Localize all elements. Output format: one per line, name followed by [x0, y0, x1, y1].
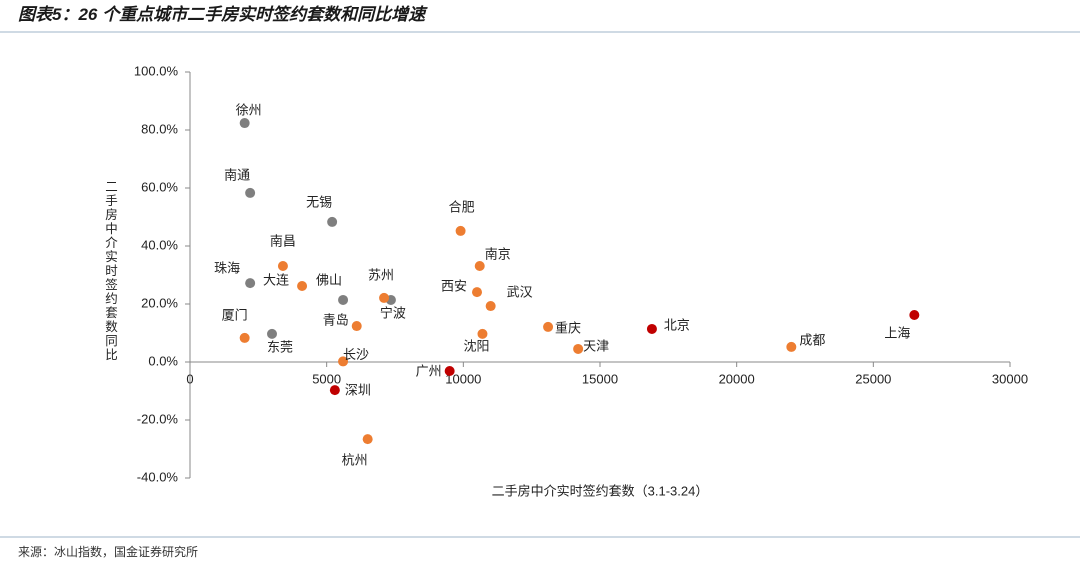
point — [455, 225, 466, 236]
point — [329, 385, 340, 396]
point — [239, 332, 250, 343]
point-label: 徐州 — [236, 102, 262, 117]
point — [379, 292, 390, 303]
x-tick-label: 20000 — [719, 371, 755, 386]
point-label: 杭州 — [342, 453, 368, 468]
point-label: 沈阳 — [463, 338, 489, 353]
point — [277, 261, 288, 272]
point-label: 南昌 — [270, 233, 296, 248]
point — [477, 328, 488, 339]
x-tick-label: 0 — [186, 371, 193, 386]
point — [338, 294, 349, 305]
y-tick-label: 0.0% — [148, 353, 178, 368]
x-tick-label: 25000 — [855, 371, 891, 386]
point — [444, 365, 455, 376]
x-tick-label: 15000 — [582, 371, 618, 386]
point-label: 西安 — [441, 279, 467, 294]
point-label: 厦门 — [222, 307, 248, 322]
point-label: 南通 — [224, 167, 250, 182]
point — [474, 261, 485, 272]
point — [646, 323, 657, 334]
source-note: 来源：冰山指数，国金证券研究所 — [18, 544, 198, 559]
point — [245, 278, 256, 289]
y-tick-label: 20.0% — [141, 295, 178, 310]
point — [909, 310, 920, 321]
point-label: 南京 — [485, 246, 511, 261]
point — [485, 301, 496, 312]
point — [327, 216, 338, 227]
point-label: 东莞 — [267, 339, 293, 354]
point — [573, 343, 584, 354]
point-label: 珠海 — [214, 261, 240, 276]
point-label: 合肥 — [449, 199, 475, 214]
point-label: 长沙 — [343, 347, 369, 362]
point — [267, 328, 277, 339]
point-label: 广州 — [416, 363, 442, 378]
point — [543, 321, 554, 332]
x-tick-label: 10000 — [445, 371, 481, 386]
point — [297, 281, 308, 292]
x-axis-label: 二手房中介实时签约套数（3.1-3.24） — [492, 483, 709, 498]
point — [245, 187, 256, 198]
x-tick-label: 5000 — [312, 371, 341, 386]
point-label: 青岛 — [323, 312, 349, 327]
y-tick-label: 40.0% — [141, 237, 178, 252]
chart-title: 图表5：26 个重点城市二手房实时签约套数和同比增速 — [18, 5, 428, 24]
point-label: 无锡 — [306, 194, 332, 209]
point — [786, 341, 797, 352]
y-tick-label: -20.0% — [137, 411, 179, 426]
point-label: 成都 — [799, 332, 825, 347]
point — [338, 356, 349, 367]
y-tick-label: -40.0% — [137, 469, 179, 484]
point-label: 苏州 — [368, 267, 394, 282]
y-axis-label: 二手房中介实时签约套数同比 — [103, 180, 117, 362]
y-tick-label: 60.0% — [141, 179, 178, 194]
point — [362, 434, 373, 445]
point-label: 天津 — [583, 338, 609, 353]
x-tick-label: 30000 — [992, 371, 1028, 386]
point-label: 佛山 — [316, 272, 342, 287]
point — [351, 321, 362, 332]
y-tick-label: 80.0% — [141, 121, 178, 136]
point-label: 武汉 — [507, 284, 533, 299]
y-tick-label: 100.0% — [134, 63, 179, 78]
point-label: 宁波 — [380, 305, 406, 320]
point-label: 北京 — [664, 317, 690, 332]
point — [239, 118, 250, 129]
point — [472, 287, 482, 298]
point-label: 上海 — [884, 325, 910, 340]
point-label: 重庆 — [555, 320, 581, 335]
point-label: 大连 — [263, 272, 289, 287]
point-label: 深圳 — [345, 383, 371, 398]
